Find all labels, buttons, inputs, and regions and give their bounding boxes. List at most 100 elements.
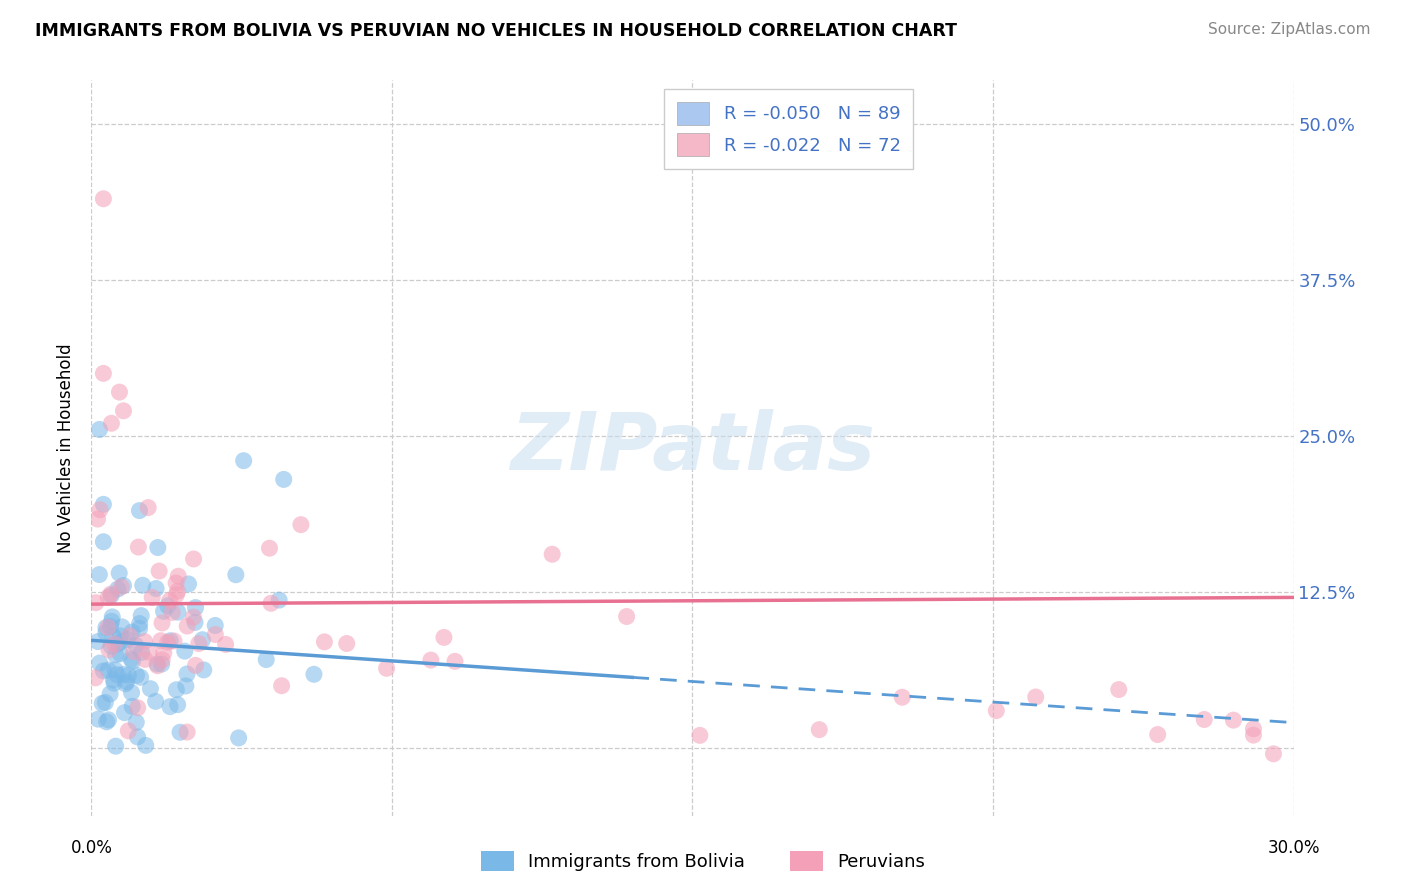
Point	[108, 385, 131, 400]
Point	[138, 645, 160, 659]
Point	[91, 697, 114, 711]
Point	[177, 577, 200, 591]
Point	[165, 588, 187, 602]
Point	[110, 580, 132, 594]
Point	[127, 540, 149, 554]
Point	[97, 620, 120, 634]
Point	[159, 593, 181, 607]
Legend: R = -0.050   N = 89, R = -0.022   N = 72: R = -0.050 N = 89, R = -0.022 N = 72	[664, 89, 914, 169]
Point	[136, 500, 159, 515]
Point	[174, 679, 197, 693]
Point	[184, 658, 207, 673]
Point	[112, 667, 135, 681]
Point	[165, 682, 187, 697]
Point	[187, 637, 209, 651]
Point	[86, 512, 108, 526]
Point	[156, 599, 179, 613]
Point	[128, 503, 150, 517]
Point	[228, 731, 250, 745]
Point	[94, 696, 117, 710]
Point	[89, 567, 111, 582]
Point	[891, 690, 914, 705]
Point	[148, 564, 170, 578]
Point	[93, 534, 115, 549]
Point	[84, 596, 107, 610]
Point	[105, 667, 128, 681]
Point	[166, 584, 188, 599]
Point	[433, 631, 456, 645]
Point	[87, 712, 110, 726]
Point	[100, 587, 122, 601]
Point	[145, 582, 167, 596]
Text: IMMIGRANTS FROM BOLIVIA VS PERUVIAN NO VEHICLES IN HOUSEHOLD CORRELATION CHART: IMMIGRANTS FROM BOLIVIA VS PERUVIAN NO V…	[35, 22, 957, 40]
Point	[100, 417, 122, 431]
Point	[129, 608, 152, 623]
Point	[125, 668, 148, 682]
Point	[121, 699, 143, 714]
Point	[259, 541, 281, 556]
Point	[98, 687, 121, 701]
Point	[100, 639, 122, 653]
Point	[225, 567, 247, 582]
Point	[290, 517, 312, 532]
Point	[159, 633, 181, 648]
Point	[131, 645, 153, 659]
Point	[104, 663, 127, 677]
Point	[111, 620, 134, 634]
Point	[1025, 690, 1047, 704]
Point	[125, 715, 148, 730]
Text: 30.0%: 30.0%	[1267, 838, 1320, 856]
Point	[120, 652, 142, 666]
Point	[232, 453, 254, 467]
Point	[121, 625, 143, 640]
Point	[93, 664, 115, 678]
Point	[176, 619, 198, 633]
Point	[1222, 713, 1244, 727]
Point	[156, 635, 179, 649]
Point	[302, 667, 325, 681]
Point	[162, 606, 184, 620]
Point	[689, 728, 711, 742]
Point	[121, 685, 143, 699]
Point	[1146, 727, 1168, 741]
Point	[94, 621, 117, 635]
Point	[135, 739, 157, 753]
Point	[122, 644, 145, 658]
Legend: Immigrants from Bolivia, Peruvians: Immigrants from Bolivia, Peruvians	[474, 844, 932, 879]
Point	[96, 714, 118, 729]
Point	[214, 637, 236, 651]
Point	[167, 569, 190, 583]
Point	[112, 578, 135, 592]
Point	[84, 671, 107, 685]
Point	[134, 634, 156, 648]
Point	[183, 610, 205, 624]
Y-axis label: No Vehicles in Household: No Vehicles in Household	[58, 343, 76, 553]
Point	[204, 618, 226, 632]
Point	[152, 604, 174, 618]
Point	[89, 656, 111, 670]
Point	[169, 725, 191, 739]
Point	[149, 633, 172, 648]
Point	[110, 629, 132, 643]
Point	[89, 502, 111, 516]
Point	[139, 681, 162, 696]
Point	[112, 404, 135, 418]
Point	[419, 653, 441, 667]
Point	[184, 600, 207, 615]
Point	[115, 674, 138, 689]
Point	[176, 667, 198, 681]
Point	[100, 589, 122, 603]
Point	[204, 627, 226, 641]
Point	[273, 472, 295, 486]
Point	[150, 615, 173, 630]
Point	[336, 636, 359, 650]
Point	[117, 632, 139, 647]
Point	[1243, 722, 1265, 736]
Point	[117, 723, 139, 738]
Point	[94, 626, 117, 640]
Point	[166, 698, 188, 712]
Point	[808, 723, 831, 737]
Point	[270, 679, 292, 693]
Point	[107, 637, 129, 651]
Point	[146, 541, 169, 555]
